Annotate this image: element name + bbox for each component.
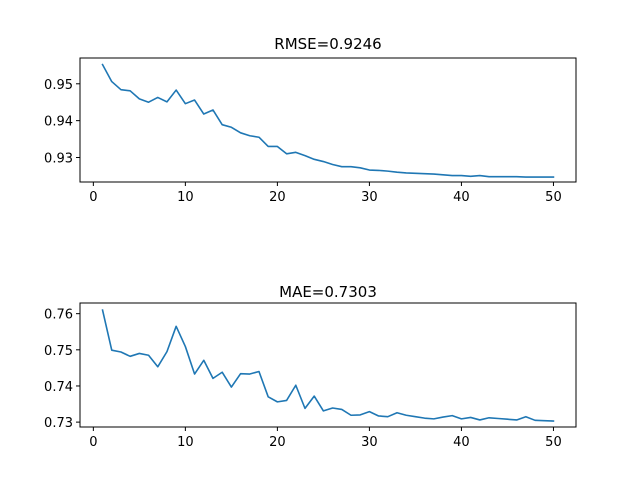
mae-y-tick-label: 0.76	[44, 308, 73, 323]
rmse-y-tick-label: 0.95	[44, 78, 73, 93]
rmse-x-axis-ticks: 0 10 20 30 40 50	[89, 182, 562, 205]
mae-subplot: MAE=0.7303 0 10 20 30 40 50 0.73 0.74 0.75 0.76	[44, 283, 577, 450]
rmse-x-tick-label: 50	[545, 190, 562, 205]
rmse-y-axis-ticks: 0.93 0.94 0.95	[44, 78, 80, 166]
rmse-y-tick-label: 0.94	[44, 115, 73, 130]
mae-y-tick-label: 0.75	[44, 344, 73, 359]
mae-x-tick-label: 10	[177, 435, 194, 450]
rmse-x-tick-label: 30	[361, 190, 378, 205]
rmse-chart-title: RMSE=0.9246	[274, 35, 381, 53]
rmse-subplot: RMSE=0.9246 0 10 20 30 40 50 0.93 0.94 0.95	[44, 35, 577, 205]
mae-x-tick-label: 0	[89, 435, 97, 450]
rmse-axes-frame	[79, 57, 577, 183]
rmse-x-tick-label: 10	[177, 190, 194, 205]
rmse-series-line	[101, 63, 555, 178]
rmse-y-tick-label: 0.93	[44, 151, 73, 166]
rmse-series-layer	[101, 63, 555, 178]
mae-x-tick-label: 30	[361, 435, 378, 450]
mae-series-layer	[101, 309, 555, 422]
rmse-x-tick-label: 40	[453, 190, 470, 205]
rmse-x-tick-label: 0	[89, 190, 97, 205]
mae-x-tick-label: 20	[269, 435, 286, 450]
mae-x-axis-ticks: 0 10 20 30 40 50	[89, 427, 562, 450]
mae-y-tick-label: 0.74	[44, 380, 73, 395]
mae-y-axis-ticks: 0.73 0.74 0.75 0.76	[44, 308, 80, 431]
mae-x-tick-label: 40	[453, 435, 470, 450]
rmse-x-tick-label: 20	[269, 190, 286, 205]
mae-chart-title: MAE=0.7303	[279, 283, 377, 301]
mae-x-tick-label: 50	[545, 435, 562, 450]
mae-series-line	[101, 309, 555, 422]
mae-axes-frame	[79, 302, 577, 428]
mae-y-tick-label: 0.73	[44, 416, 73, 431]
